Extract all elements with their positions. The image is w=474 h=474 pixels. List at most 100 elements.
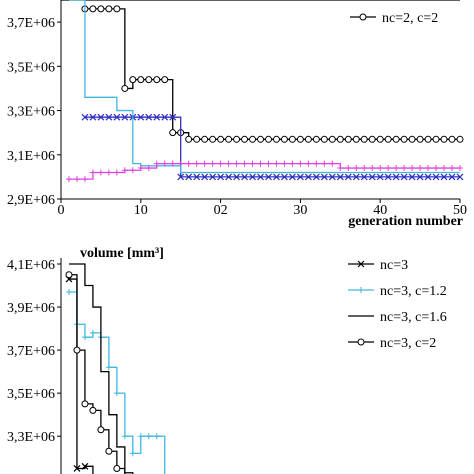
data-point [377, 165, 384, 172]
legend-marker [357, 260, 365, 268]
data-point [137, 76, 145, 84]
data-point [273, 160, 280, 167]
data-point [265, 160, 272, 167]
y-tick-label: 3,5E+06 [7, 387, 55, 402]
data-point [280, 135, 288, 143]
data-point [81, 462, 89, 470]
data-point [272, 135, 280, 143]
data-point [440, 135, 448, 143]
data-point [337, 165, 344, 172]
data-point [193, 135, 201, 143]
data-point [312, 135, 320, 143]
x-tick-label: 30 [293, 203, 307, 218]
data-point [241, 160, 248, 167]
data-point [352, 173, 360, 181]
data-point [193, 160, 200, 167]
y-tick-labels: 3,7E+06 3,5E+06 3,3E+06 3,1E+06 2,9E+06 [7, 16, 61, 208]
data-point [376, 135, 384, 143]
data-point [249, 173, 256, 181]
data-point [296, 135, 304, 143]
data-point [336, 135, 344, 143]
data-point [321, 160, 328, 167]
data-point [441, 165, 448, 172]
data-point [368, 173, 376, 181]
data-point [177, 173, 185, 181]
data-point [225, 135, 233, 143]
legend-label: nc=3, c=1.6 [380, 310, 447, 325]
data-point [89, 169, 96, 176]
data-point [201, 173, 209, 181]
data-point [249, 135, 257, 143]
data-point [360, 135, 368, 143]
data-point [384, 173, 392, 181]
data-point [360, 173, 368, 181]
data-point [312, 173, 320, 181]
data-point [320, 135, 328, 143]
data-point [153, 113, 161, 121]
data-point [161, 160, 168, 167]
y-tick-label: 3,7E+06 [7, 344, 55, 359]
data-point [400, 173, 408, 181]
series-2 [81, 113, 464, 181]
data-point [361, 165, 368, 172]
data-point [145, 113, 153, 121]
x-tick-label: 50 [453, 203, 467, 218]
y-tick-label: 3,9E+06 [7, 301, 55, 316]
data-point [89, 5, 97, 13]
data-point [440, 173, 448, 181]
data-point [416, 135, 424, 143]
y-tick-labels: 4,1E+063,9E+063,7E+063,5E+063,3E+063,1E+… [7, 258, 61, 474]
data-point [225, 173, 233, 181]
data-point [81, 400, 89, 408]
data-point [201, 160, 208, 167]
data-point [89, 113, 97, 121]
data-point [264, 135, 272, 143]
data-point [368, 135, 376, 143]
data-point [392, 135, 400, 143]
data-point [257, 173, 264, 181]
data-point [328, 173, 336, 181]
data-point [241, 173, 248, 181]
legend-label: nc=3, c=1.2 [380, 284, 447, 299]
data-point [65, 288, 72, 295]
data-point [457, 165, 463, 172]
y-tick-label: 3,3E+06 [7, 105, 55, 120]
chart-bottom: 4,1E+063,9E+063,7E+063,5E+063,3E+063,1E+… [7, 246, 447, 474]
data-point [169, 113, 177, 121]
data-point [65, 271, 73, 279]
data-point [385, 165, 392, 172]
series-line [68, 274, 126, 474]
series-3 [65, 271, 126, 474]
x-tick-label: 40 [373, 203, 387, 218]
data-point [384, 135, 392, 143]
data-point [113, 390, 120, 397]
data-point [456, 135, 464, 143]
data-point [344, 135, 352, 143]
legend: nc=2, c=2 [350, 11, 438, 26]
data-point [288, 173, 296, 181]
data-point [297, 160, 304, 167]
data-point [121, 84, 129, 92]
data-point [432, 135, 440, 143]
data-point [129, 76, 137, 84]
chart-top: 3,7E+063,5E+063,3E+063,1E+062,9E+06 0 10 0… [7, 0, 467, 229]
data-point [273, 173, 280, 181]
data-point [417, 165, 424, 172]
data-point [65, 176, 72, 183]
y-tick-label: 3,3E+06 [7, 430, 55, 445]
data-point [344, 173, 352, 181]
data-point [153, 160, 160, 167]
data-point [217, 160, 224, 167]
y-tick-label: 2,9E+06 [7, 193, 55, 208]
x-tick-label: 02 [214, 203, 228, 218]
series-group [61, 0, 464, 183]
data-point [352, 135, 360, 143]
data-point [153, 433, 160, 440]
data-point [81, 334, 88, 341]
data-point [217, 173, 225, 181]
data-point [305, 160, 312, 167]
data-point [161, 113, 169, 121]
y-tick-label: 4,1E+06 [7, 258, 55, 273]
x-axis-label: generation number [348, 214, 463, 229]
data-point [393, 165, 400, 172]
